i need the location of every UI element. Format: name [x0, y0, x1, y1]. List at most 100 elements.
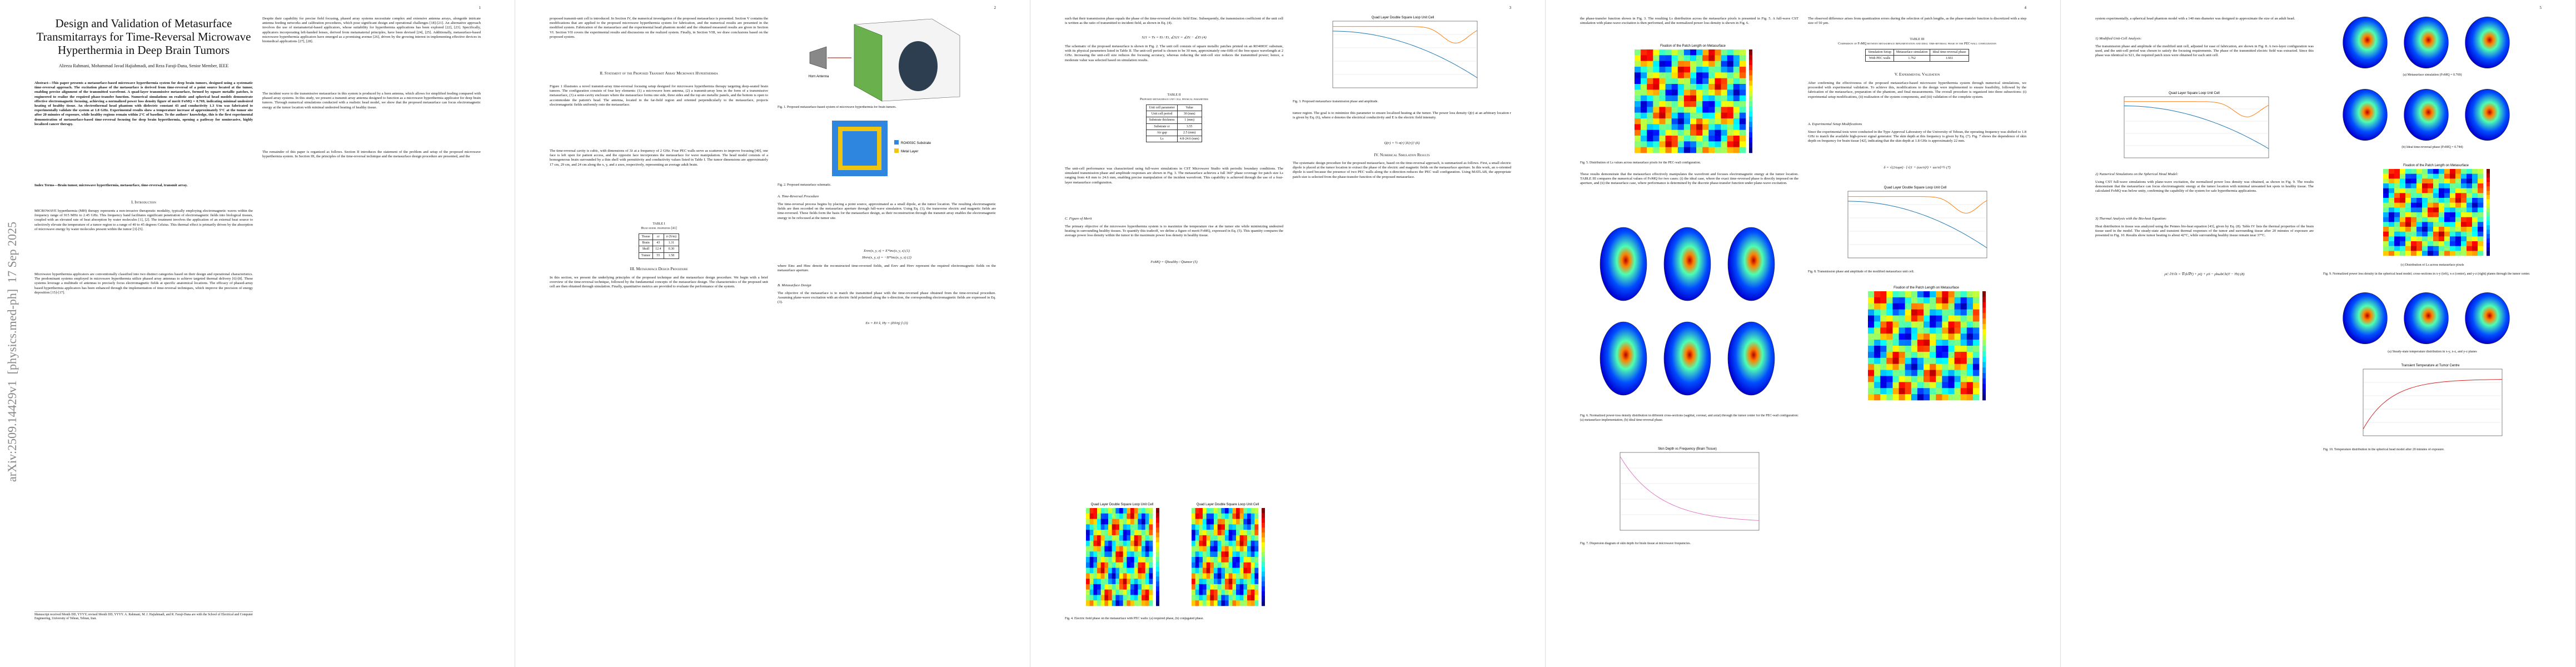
heatmap-cell [2428, 198, 2434, 203]
heatmap-cell [2472, 217, 2478, 222]
heatmap-cell [1145, 568, 1149, 574]
heatmap-cell [1880, 297, 1887, 304]
heatmap-cell [1659, 130, 1666, 136]
heatmap-cell [1899, 351, 1905, 359]
heatmap-cell [1930, 291, 1936, 298]
heatmap-cell [1917, 370, 1924, 376]
heatmap-cell [1203, 589, 1207, 595]
heatmap-cell [1192, 579, 1195, 585]
heatmap-cell [1199, 513, 1203, 519]
heatmap-cell [1097, 508, 1101, 514]
heatmap-cell [1683, 95, 1691, 102]
heatmap-cell [1149, 546, 1153, 552]
index-terms: Index Terms—Brain tumor, microwave hyper… [34, 183, 188, 187]
heatmap-cell [1192, 513, 1195, 519]
heatmap-cell [1917, 340, 1924, 346]
heatmap-cell [1905, 382, 1912, 389]
heatmap-cell [2416, 251, 2423, 256]
table-row: Substrate εr 3.55 [1146, 123, 1202, 130]
heatmap-cell [1192, 573, 1195, 579]
heatmap-cell [1254, 579, 1259, 585]
heatmap-cell [1104, 546, 1109, 552]
heatmap-cell [1721, 72, 1727, 78]
heatmap-cell [1104, 535, 1109, 541]
heatmap-cell [1886, 297, 1893, 304]
heatmap-cell [1093, 524, 1098, 530]
colorbar-step [1749, 80, 1752, 86]
heatmap-cell [1930, 321, 1936, 328]
heatmap-cell [1641, 130, 1647, 136]
heatmap-cell [1232, 546, 1237, 552]
heatmap-cell [1721, 136, 1727, 142]
heatmap-cell [1206, 600, 1210, 606]
heatmap-cell [1702, 49, 1709, 56]
heatmap-cell [1690, 72, 1697, 78]
heatmap-cell [1093, 557, 1098, 563]
heatmap-cell [1243, 508, 1248, 514]
heatmap-cell [2433, 178, 2439, 184]
heatmap-cell [1236, 573, 1240, 579]
heatmap-cell [1100, 535, 1105, 541]
heatmap-cell [1635, 49, 1641, 56]
heatmap-cell [1097, 546, 1101, 552]
heatmap-cell [1960, 376, 1967, 382]
heatmap-cell [1093, 579, 1098, 585]
heatmap-cell [1232, 584, 1237, 590]
heatmap-cell [1236, 519, 1240, 525]
heatmap-cell [2433, 198, 2439, 203]
heatmap-cell [1653, 136, 1660, 142]
heatmap-cell [1112, 562, 1116, 568]
heatmap-cell [1225, 551, 1229, 558]
heatmap-cell [2411, 198, 2417, 203]
heatmap-cell [1127, 562, 1131, 568]
heatmap-cell [1228, 551, 1233, 558]
heatmap-cell [1100, 573, 1105, 579]
heatmap-cell [1134, 535, 1138, 541]
heatmap-cell [1093, 508, 1098, 514]
heatmap-title: Fixation of the Patch Length on Metasurf… [1894, 286, 1959, 290]
heatmap-cell [1086, 551, 1090, 558]
colorbar-step [1262, 537, 1265, 542]
page-number: 4 [2024, 6, 2027, 10]
heatmap-cell [1727, 78, 1734, 84]
heatmap-cell [2478, 217, 2484, 222]
heatmap-cell [1899, 340, 1905, 346]
heatmap-cell [1966, 388, 1974, 395]
heatmap-cell [1119, 600, 1123, 606]
heatmap-cell [1142, 584, 1145, 590]
heatmap-cell [1206, 513, 1210, 519]
heatmap-cell [1199, 551, 1203, 558]
heatmap-cell [1142, 589, 1145, 595]
heatmap-cell [1119, 568, 1123, 574]
heatmap-cell [2411, 241, 2417, 246]
heatmap-cell [1225, 524, 1229, 530]
heatmap-cell [1130, 540, 1134, 546]
heatmap-cell [1683, 101, 1691, 107]
heatmap-cell [1210, 551, 1214, 558]
heatmap-cell [1972, 351, 1980, 359]
heatmap-cell [2472, 207, 2478, 213]
heatmap-cell [1886, 321, 1893, 328]
heatmap-cell [2411, 202, 2417, 208]
heatmap-cell [1119, 546, 1123, 552]
heatmap-cell [1659, 124, 1666, 130]
heatmap-cell [1239, 508, 1244, 514]
heatmap-cell [2394, 198, 2400, 203]
heatmap-cell [1690, 89, 1697, 96]
heatmap-cell [1214, 535, 1218, 541]
heatmap-cell [1134, 540, 1138, 546]
heatmap-cell [1727, 61, 1734, 67]
heatmap-cell [1880, 382, 1887, 389]
heatmap-cell [1130, 579, 1134, 585]
heatmap-cell [1115, 530, 1120, 536]
heatmap-cell [2428, 217, 2434, 222]
heatmap-cell [1727, 136, 1734, 142]
heatmap-cell [2405, 231, 2411, 237]
heatmap-cell [1123, 535, 1127, 541]
heatmap-cell [1254, 551, 1259, 558]
heatmap-cell [1690, 101, 1697, 107]
heatmap-cell [1702, 84, 1709, 90]
heatmap-cell [1930, 376, 1936, 382]
table-row: Skull 12.4 0.30 [638, 246, 680, 253]
heatmap-cell [2478, 227, 2484, 232]
